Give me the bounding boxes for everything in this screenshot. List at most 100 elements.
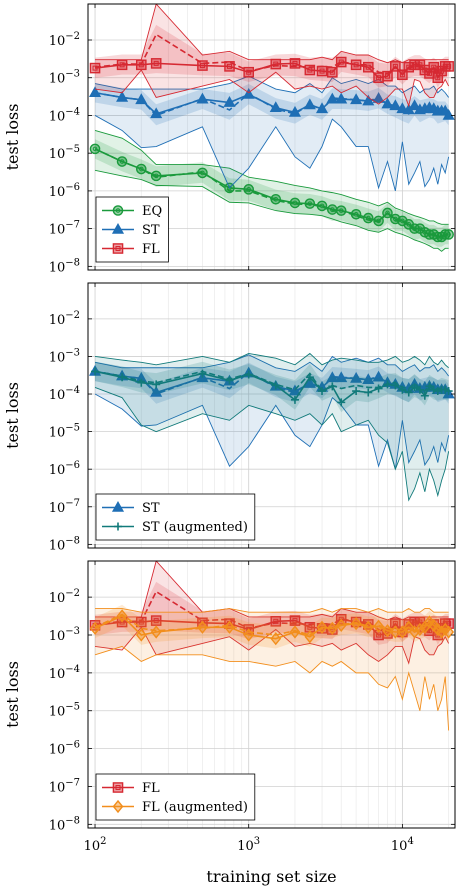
legend-item-st-augmented: ST (augmented) xyxy=(102,520,248,535)
y-tick-label-base: 10 xyxy=(49,34,66,49)
y-axis-label: test loss xyxy=(3,382,22,449)
legend-box xyxy=(95,773,256,821)
data-point xyxy=(433,387,442,396)
data-point xyxy=(374,384,383,393)
y-tick-label-base: 10 xyxy=(49,313,66,328)
y-tick-label-exp: −2 xyxy=(65,588,80,599)
y-tick-label: 10−5 xyxy=(49,423,80,441)
data-point-inner xyxy=(330,207,335,212)
data-point-inner xyxy=(365,64,371,70)
data-point-inner xyxy=(227,63,233,69)
legend: EQ ST FL xyxy=(95,196,169,263)
data-point-inner xyxy=(412,619,418,625)
y-tick-label-exp: −4 xyxy=(65,106,80,117)
y-axis-label: test loss xyxy=(3,104,22,171)
x-tick-label-base: 10 xyxy=(84,839,101,854)
data-point-inner xyxy=(412,226,417,231)
data-point xyxy=(150,615,162,626)
data-point xyxy=(391,381,400,390)
legend-marker xyxy=(114,522,122,531)
y-tick-label-exp: −8 xyxy=(65,535,80,546)
y-tick-label: 10−2 xyxy=(49,588,80,606)
x-ticks: 102 103 104 xyxy=(84,561,414,854)
data-point xyxy=(409,625,420,639)
y-tick-label: 10−7 xyxy=(49,777,80,795)
data-point-inner xyxy=(307,67,313,73)
legend-label: FL xyxy=(142,781,160,796)
data-point-inner xyxy=(307,201,313,206)
y-ticks: 10−810−710−610−510−410−310−2 xyxy=(49,31,455,275)
data-point xyxy=(326,371,339,383)
legend-item-st: ST xyxy=(102,500,160,516)
y-tick-label-base: 10 xyxy=(49,501,66,516)
x-tick-label: 104 xyxy=(391,836,414,854)
data-point xyxy=(396,625,408,639)
data-point xyxy=(383,380,392,389)
data-point xyxy=(224,61,235,72)
y-tick-label: 10−8 xyxy=(49,535,80,553)
y-tick-label: 10−2 xyxy=(49,31,80,49)
data-point-inner xyxy=(273,618,279,624)
data-point xyxy=(443,229,454,240)
data-point xyxy=(135,616,147,628)
x-ticks xyxy=(94,283,403,548)
data-point xyxy=(305,373,314,382)
data-point-inner xyxy=(329,69,335,75)
data-point xyxy=(382,70,393,82)
data-point xyxy=(304,64,316,76)
x-tick-label-base: 10 xyxy=(391,839,408,854)
legend-item-eq: EQ xyxy=(102,204,162,219)
grid xyxy=(87,4,455,270)
y-tick-label-base: 10 xyxy=(49,629,66,644)
data-point xyxy=(316,200,328,212)
data-point xyxy=(328,382,337,391)
legend-item-fl: FL xyxy=(102,242,160,257)
data-point-inner xyxy=(246,69,252,75)
band-outer xyxy=(95,130,449,252)
y-tick-label: 10−4 xyxy=(49,664,80,682)
band-outer xyxy=(95,353,449,501)
data-point-inner xyxy=(273,196,279,202)
data-point xyxy=(116,609,128,623)
series-fl-augmented xyxy=(89,604,455,731)
data-point-inner xyxy=(393,216,398,222)
data-point xyxy=(270,632,282,646)
x-tick-label-exp: 4 xyxy=(407,836,413,847)
data-point-inner xyxy=(376,632,382,638)
data-point xyxy=(89,143,101,155)
data-point xyxy=(224,618,235,629)
series-fl xyxy=(89,4,454,108)
y-tick-label-exp: −6 xyxy=(65,182,80,193)
data-point-inner xyxy=(353,62,359,68)
y-tick-label-base: 10 xyxy=(49,109,66,124)
data-point-inner xyxy=(319,203,325,209)
data-point-inner xyxy=(138,166,144,172)
data-point xyxy=(409,59,420,71)
y-tick-label-base: 10 xyxy=(49,743,66,758)
band-outer xyxy=(95,4,449,106)
legend-marker xyxy=(112,243,124,254)
data-point xyxy=(290,395,299,404)
y-tick-label-base: 10 xyxy=(49,705,66,720)
x-tick-label: 103 xyxy=(237,836,260,854)
y-tick-label-base: 10 xyxy=(49,185,66,200)
data-point-inner xyxy=(138,619,144,625)
data-point xyxy=(424,615,435,629)
y-tick-label: 10−3 xyxy=(49,626,80,644)
data-point xyxy=(362,620,374,634)
max-line xyxy=(95,608,449,613)
data-point xyxy=(116,156,128,167)
data-point xyxy=(269,101,282,113)
data-point xyxy=(271,381,280,390)
data-point xyxy=(150,107,163,119)
data-point xyxy=(443,625,455,639)
legend: ST ST (augmented) xyxy=(95,493,256,541)
data-point-inner xyxy=(292,200,298,206)
min-line xyxy=(94,645,450,731)
legend-item-fl: FL xyxy=(102,781,160,796)
data-point xyxy=(327,204,338,215)
data-point xyxy=(398,385,407,394)
data-point xyxy=(415,385,424,394)
data-point-inner xyxy=(385,210,390,216)
